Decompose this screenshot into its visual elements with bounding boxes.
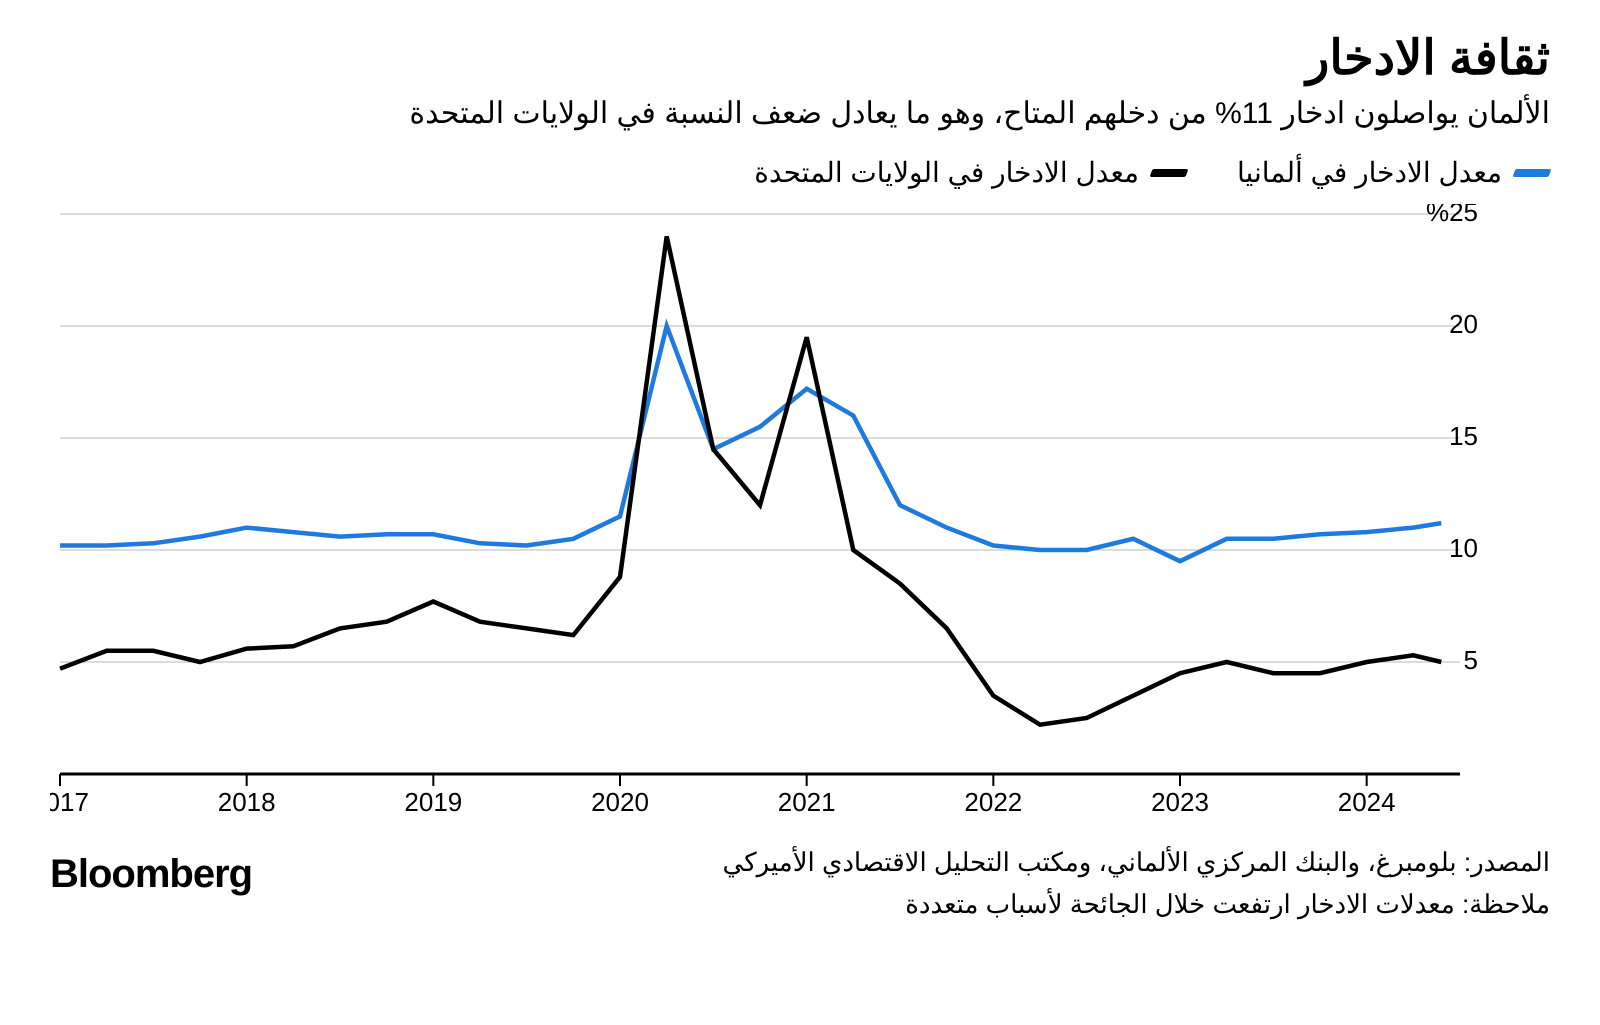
svg-text:2019: 2019 [404, 787, 462, 817]
legend-item-usa: معدل الادخار في الولايات المتحدة [754, 156, 1187, 189]
legend-label-usa: معدل الادخار في الولايات المتحدة [754, 156, 1139, 189]
svg-text:2017: 2017 [50, 787, 89, 817]
svg-text:2021: 2021 [778, 787, 836, 817]
svg-text:5: 5 [1464, 645, 1478, 675]
brand-logo: Bloomberg [50, 852, 252, 897]
svg-text:%25: %25 [1426, 204, 1478, 227]
svg-text:20: 20 [1449, 309, 1478, 339]
legend-label-germany: معدل الادخار في ألمانيا [1237, 156, 1502, 189]
line-chart: 2017 2018 2019 2020 2021 2022 2023 2024 5 10 15 20%… [50, 204, 1550, 824]
chart-area: 2017 2018 2019 2020 2021 2022 2023 2024 5 10 15 20%… [50, 204, 1550, 824]
svg-text:2024: 2024 [1338, 787, 1396, 817]
legend-swatch-germany [1513, 169, 1552, 177]
svg-text:10: 10 [1449, 533, 1478, 563]
footer: المصدر: بلومبرغ، والبنك المركزي الألماني… [50, 842, 1550, 925]
source-text: المصدر: بلومبرغ، والبنك المركزي الألماني… [50, 842, 1550, 884]
legend: معدل الادخار في ألمانيا معدل الادخار في … [50, 156, 1550, 189]
legend-swatch-usa [1150, 169, 1189, 177]
svg-text:2023: 2023 [1151, 787, 1209, 817]
chart-title: ثقافة الادخار [50, 30, 1550, 86]
svg-text:15: 15 [1449, 421, 1478, 451]
series-usa [60, 236, 1441, 724]
svg-text:2022: 2022 [964, 787, 1022, 817]
chart-subtitle: الألمان يواصلون ادخار 11% من دخلهم المتا… [50, 96, 1550, 131]
note-text: ملاحظة: معدلات الادخار ارتفعت خلال الجائ… [50, 884, 1550, 926]
svg-text:2020: 2020 [591, 787, 649, 817]
svg-text:2018: 2018 [218, 787, 276, 817]
legend-item-germany: معدل الادخار في ألمانيا [1237, 156, 1550, 189]
series-germany [60, 326, 1441, 561]
